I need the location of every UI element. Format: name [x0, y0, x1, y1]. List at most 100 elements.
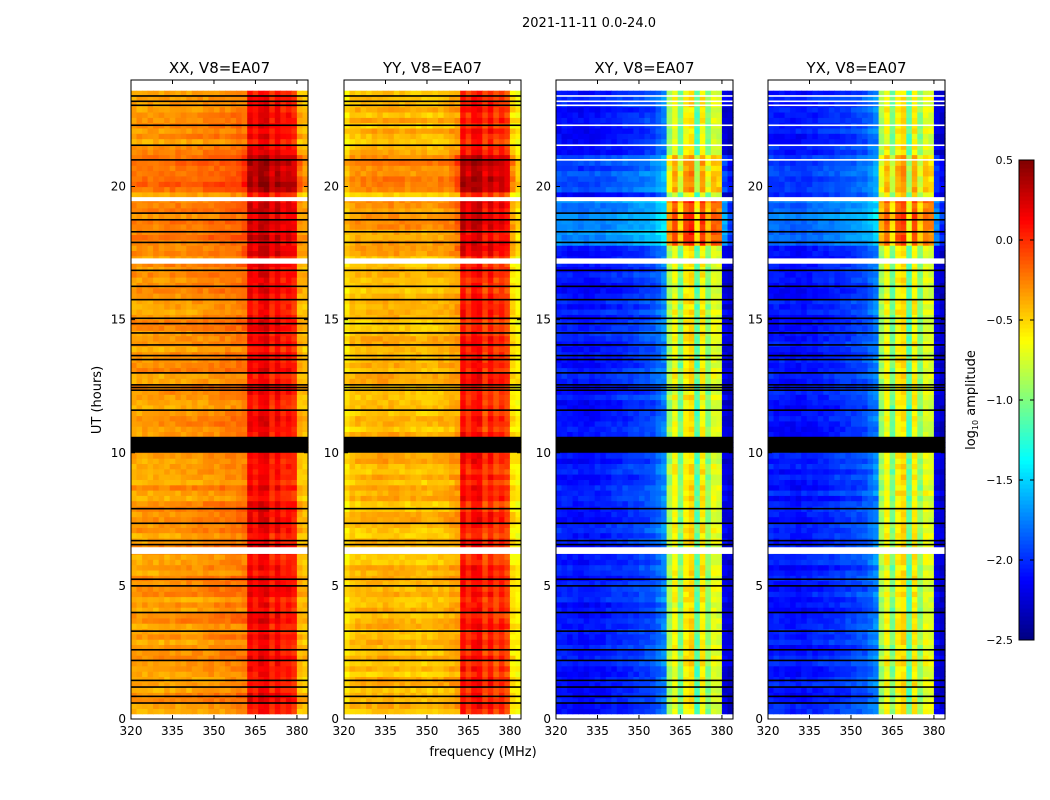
- heatmap-cell: [208, 287, 215, 294]
- heatmap-cell: [274, 165, 281, 172]
- heatmap-cell: [214, 282, 221, 289]
- heatmap-cell: [285, 623, 292, 629]
- heatmap-cell: [225, 495, 232, 502]
- heatmap-cell: [164, 420, 171, 427]
- heatmap-cell: [285, 660, 292, 667]
- heatmap-cell: [349, 575, 356, 582]
- heatmap-cell: [291, 553, 298, 560]
- heatmap-cell: [449, 601, 456, 608]
- heatmap-cell: [208, 175, 215, 182]
- heatmap-cell: [449, 649, 456, 656]
- heatmap-cell: [247, 340, 254, 347]
- heatmap-cell: [175, 314, 182, 321]
- heatmap-cell: [515, 649, 522, 656]
- heatmap-cell: [263, 564, 270, 571]
- heatmap-cell: [258, 649, 265, 656]
- heatmap-cell: [252, 303, 259, 310]
- heatmap-cell: [263, 96, 270, 102]
- heatmap-cell: [236, 250, 243, 257]
- heatmap-cell: [285, 543, 292, 550]
- heatmap-cell: [482, 703, 489, 709]
- heatmap-cell: [280, 655, 287, 661]
- heatmap-cell: [360, 596, 367, 603]
- heatmap-cell: [236, 681, 243, 688]
- heatmap-cell: [258, 282, 265, 289]
- heatmap-cell: [296, 213, 303, 219]
- heatmap-cell: [291, 426, 298, 432]
- heatmap-cell: [471, 633, 478, 640]
- heatmap-cell: [274, 378, 281, 385]
- heatmap-cell: [219, 596, 226, 603]
- heatmap-cell: [197, 186, 204, 193]
- heatmap-cell: [208, 282, 215, 289]
- heatmap-cell: [247, 234, 254, 241]
- heatmap-cell: [230, 106, 237, 113]
- heatmap-cell: [476, 559, 483, 566]
- heatmap-cell: [410, 553, 417, 560]
- heatmap-cell: [214, 639, 221, 645]
- heatmap-cell: [180, 133, 187, 140]
- heatmap-cell: [460, 660, 467, 667]
- heatmap-cell: [366, 612, 373, 619]
- heatmap-cell: [142, 511, 149, 518]
- heatmap-cell: [147, 420, 154, 427]
- heatmap-cell: [252, 117, 259, 124]
- heatmap-cell: [465, 692, 472, 699]
- heatmap-cell: [285, 293, 292, 299]
- heatmap-cell: [136, 388, 143, 395]
- heatmap-cell: [388, 665, 395, 672]
- heatmap-cell: [219, 665, 226, 672]
- heatmap-cell: [421, 681, 428, 688]
- heatmap-cell: [296, 271, 303, 278]
- heatmap-cell: [258, 298, 265, 305]
- heatmap-cell: [208, 271, 215, 278]
- heatmap-cell: [236, 564, 243, 571]
- heatmap-cell: [225, 117, 232, 124]
- heatmap-cell: [136, 234, 143, 241]
- heatmap-cell: [509, 687, 516, 693]
- heatmap-cell: [202, 564, 209, 571]
- heatmap-cell: [142, 309, 149, 315]
- heatmap-cell: [142, 277, 149, 283]
- heatmap-cell: [263, 681, 270, 688]
- heatmap-cell: [131, 282, 138, 289]
- heatmap-cell: [191, 372, 198, 379]
- heatmap-cell: [197, 149, 204, 156]
- heatmap-cell: [214, 367, 221, 374]
- heatmap-cell: [175, 346, 182, 353]
- heatmap-cell: [302, 532, 309, 539]
- heatmap-cell: [382, 671, 389, 677]
- heatmap-cell: [131, 383, 138, 390]
- heatmap-cell: [247, 607, 254, 614]
- heatmap-cell: [291, 468, 298, 475]
- heatmap-cell: [131, 404, 138, 411]
- heatmap-cell: [180, 580, 187, 587]
- heatmap-cell: [142, 143, 149, 150]
- heatmap-cell: [302, 117, 309, 124]
- heatmap-cell: [202, 335, 209, 342]
- heatmap-cell: [219, 335, 226, 342]
- heatmap-cell: [427, 553, 434, 560]
- heatmap-cell: [214, 277, 221, 283]
- heatmap-cell: [421, 644, 428, 651]
- heatmap-cell: [269, 138, 276, 145]
- heatmap-cell: [291, 665, 298, 672]
- heatmap-cell: [142, 703, 149, 709]
- heatmap-cell: [197, 90, 204, 97]
- heatmap-cell: [382, 564, 389, 571]
- heatmap-cell: [197, 575, 204, 582]
- heatmap-cell: [427, 681, 434, 688]
- heatmap-cell: [202, 404, 209, 411]
- heatmap-cell: [186, 404, 193, 411]
- heatmap-cell: [410, 591, 417, 598]
- heatmap-cell: [175, 165, 182, 172]
- heatmap-cell: [236, 133, 243, 140]
- heatmap-cell: [158, 143, 165, 150]
- heatmap-cell: [274, 399, 281, 406]
- heatmap-cell: [302, 266, 309, 273]
- heatmap-cell: [285, 463, 292, 470]
- heatmap-cell: [296, 500, 303, 507]
- heatmap-cell: [169, 452, 176, 459]
- heatmap-cell: [131, 601, 138, 608]
- heatmap-cell: [285, 266, 292, 273]
